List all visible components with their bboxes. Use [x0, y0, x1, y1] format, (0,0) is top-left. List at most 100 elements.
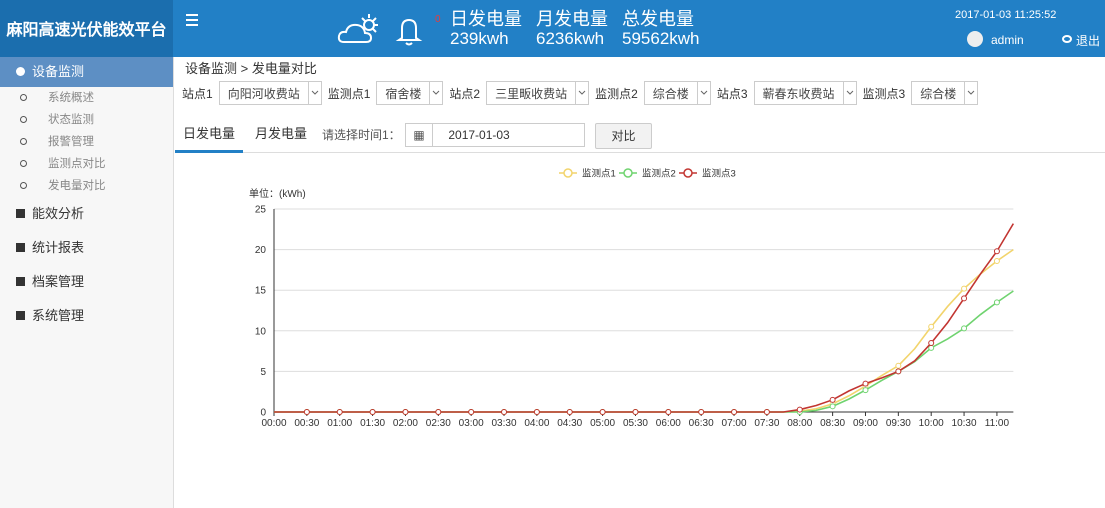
submenu-item[interactable]: 系统概述 [0, 87, 173, 109]
avatar [967, 31, 983, 47]
select[interactable]: 蕲春东收费站 [754, 81, 857, 105]
point [797, 407, 802, 412]
menu-item[interactable]: 档案管理 [0, 265, 173, 299]
select[interactable]: 宿舍楼 [376, 81, 443, 105]
select-value: 综合楼 [645, 85, 697, 102]
menu-toggle[interactable] [186, 14, 198, 26]
stat-value: 239kwh [450, 29, 522, 48]
y-tick-label: 5 [260, 367, 266, 378]
select-arrow [697, 82, 710, 104]
select[interactable]: 综合楼 [644, 81, 711, 105]
select-value: 蕲春东收费站 [755, 85, 843, 102]
point [863, 388, 868, 393]
submenu-item[interactable]: 报警管理 [0, 131, 173, 153]
x-tick-label: 08:00 [787, 418, 812, 429]
x-tick-label: 00:30 [294, 418, 319, 429]
stat-value: 6236kwh [536, 29, 608, 48]
select-arrow [964, 82, 977, 104]
x-tick-label: 01:00 [327, 418, 352, 429]
compare-button[interactable]: 对比 [595, 123, 652, 149]
select-arrow [843, 82, 856, 104]
point [567, 410, 572, 415]
date-value: 2017-01-03 [436, 128, 509, 142]
select-value: 向阳河收费站 [220, 85, 308, 102]
filter-label: 站点1 [182, 85, 213, 102]
select[interactable]: 向阳河收费站 [219, 81, 322, 105]
point [469, 410, 474, 415]
submenu-item[interactable]: 状态监测 [0, 109, 173, 131]
x-tick-label: 05:30 [623, 418, 648, 429]
select-value: 三里畈收费站 [487, 85, 575, 102]
select[interactable]: 三里畈收费站 [486, 81, 589, 105]
menu-item[interactable]: 能效分析 [0, 197, 173, 231]
stat-label: 总发电量 [622, 10, 700, 29]
x-tick-label: 02:30 [426, 418, 451, 429]
point [962, 326, 967, 331]
x-tick-label: 02:00 [393, 418, 418, 429]
select-value: 综合楼 [912, 85, 964, 102]
point [633, 410, 638, 415]
submenu-item[interactable]: 发电量对比 [0, 175, 173, 197]
chevron [967, 90, 975, 96]
submenu-item[interactable]: 监测点对比 [0, 153, 173, 175]
tabs: 日发电量 月发电量 请选择时间1： ▦ 2017-01-03 对比 [175, 120, 1105, 153]
point [929, 324, 934, 329]
point [502, 410, 507, 415]
menu-item[interactable]: 统计报表 [0, 231, 173, 265]
point [436, 410, 441, 415]
settings-icon [1062, 35, 1072, 43]
weather-bell-icons [336, 10, 426, 50]
point [863, 381, 868, 386]
y-tick-label: 0 [260, 408, 266, 419]
logout[interactable]: 退出 [1076, 32, 1100, 49]
point [699, 410, 704, 415]
filter-label: 监测点1 [328, 85, 371, 102]
alert-count[interactable]: 0 [435, 14, 441, 25]
user-name[interactable]: admin [991, 33, 1024, 47]
select-arrow [575, 82, 588, 104]
x-tick-label: 03:30 [492, 418, 517, 429]
series-line [274, 291, 1013, 412]
tab[interactable]: 月发电量 [247, 120, 315, 150]
chevron [432, 90, 440, 96]
menu-item[interactable]: 系统管理 [0, 299, 173, 333]
x-tick-label: 03:00 [459, 418, 484, 429]
x-tick-label: 04:00 [524, 418, 549, 429]
tab[interactable]: 日发电量 [175, 120, 243, 153]
date-input[interactable]: ▦ 2017-01-03 [405, 123, 585, 147]
x-tick-label: 00:00 [261, 418, 286, 429]
chevron [311, 90, 319, 96]
point [534, 410, 539, 415]
legend-label: 监测点1 [582, 168, 616, 180]
x-tick-label: 10:00 [919, 418, 944, 429]
sidebar: 设备监测系统概述状态监测报警管理监测点对比发电量对比能效分析统计报表档案管理系统… [0, 57, 174, 508]
menu-icon [16, 67, 25, 76]
point [929, 345, 934, 350]
point [337, 410, 342, 415]
filter-label: 站点3 [717, 85, 748, 102]
legend-marker [624, 169, 632, 177]
series-line [274, 224, 1013, 412]
x-tick-label: 11:00 [985, 418, 1010, 429]
select[interactable]: 综合楼 [911, 81, 978, 105]
menu-item[interactable]: 设备监测 [0, 57, 173, 87]
chevron [846, 90, 854, 96]
point [830, 404, 835, 409]
datetime: 2017-01-03 11:25:52 [955, 9, 1056, 21]
point [304, 410, 309, 415]
legend-marker [684, 169, 692, 177]
x-tick-label: 06:30 [689, 418, 714, 429]
x-tick-label: 05:00 [590, 418, 615, 429]
menu-icon [16, 209, 25, 218]
menu-icon [16, 243, 25, 252]
point [962, 286, 967, 291]
stat-value: 59562kwh [622, 29, 700, 48]
point [764, 410, 769, 415]
legend-label: 监测点3 [702, 168, 736, 180]
chevron [578, 90, 586, 96]
select-value: 宿舍楼 [377, 85, 429, 102]
